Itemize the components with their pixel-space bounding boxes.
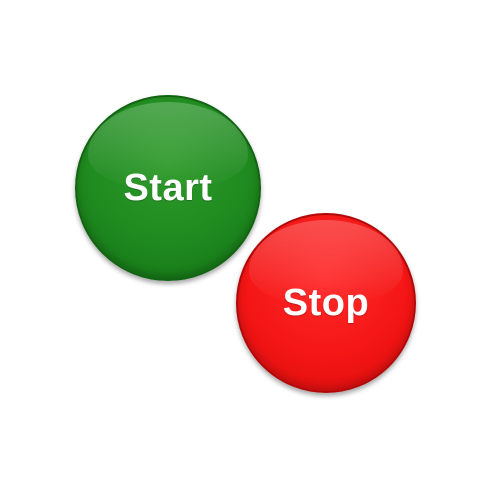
start-button-label: Start [123,166,213,209]
stop-button[interactable]: Stop [236,213,416,393]
start-button[interactable]: Start [75,95,261,281]
stop-button-label: Stop [282,281,370,324]
